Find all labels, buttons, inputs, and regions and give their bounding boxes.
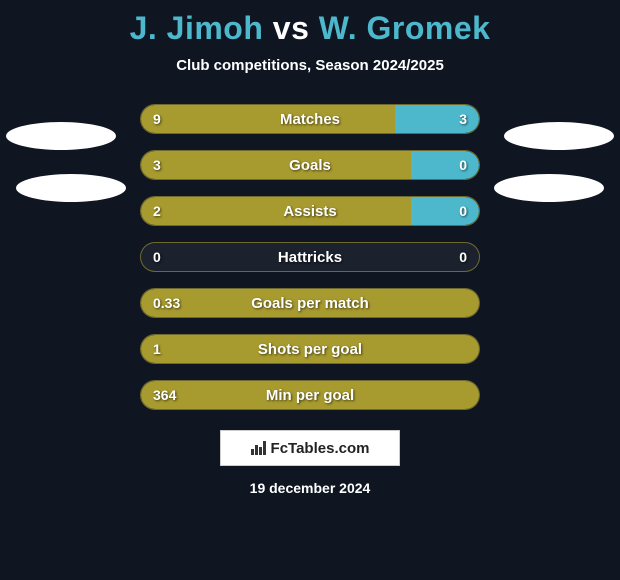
stat-bar: 3 0Goals [140,150,480,180]
stat-bar: 364Min per goal [140,380,480,410]
team-logo-left-1 [6,122,116,150]
stat-bar: 0.33Goals per match [140,288,480,318]
bar-value-right: 3 [459,105,467,133]
bar-value-left: 0 [153,243,161,271]
player1-name: J. Jimoh [130,10,264,46]
bars-icon [251,441,267,455]
subtitle: Club competitions, Season 2024/2025 [0,57,620,74]
bar-value-left: 1 [153,335,161,363]
bar-value-right: 0 [459,243,467,271]
date-text: 19 december 2024 [0,480,620,496]
player2-name: W. Gromek [319,10,491,46]
bar-label: Goals [141,151,479,179]
bar-value-left: 0.33 [153,289,180,317]
team-logo-right-1 [504,122,614,150]
bar-label: Shots per goal [141,335,479,363]
bar-label: Min per goal [141,381,479,409]
watermark-text: FcTables.com [271,440,370,457]
bar-value-right: 0 [459,197,467,225]
stat-bar: 0 0Hattricks [140,242,480,272]
stat-bar: 1Shots per goal [140,334,480,364]
bar-label: Assists [141,197,479,225]
team-logo-right-2 [494,174,604,202]
watermark: FcTables.com [220,430,400,466]
bar-value-left: 9 [153,105,161,133]
bar-label: Goals per match [141,289,479,317]
stat-bar: 9 3Matches [140,104,480,134]
bar-label: Matches [141,105,479,133]
bar-value-left: 2 [153,197,161,225]
bars-container: 93Matches30Goals20Assists00Hattricks0.33… [0,104,620,410]
bar-value-left: 364 [153,381,176,409]
vs-text: vs [273,10,310,46]
team-logo-left-2 [16,174,126,202]
bar-label: Hattricks [141,243,479,271]
bar-value-left: 3 [153,151,161,179]
bar-value-right: 0 [459,151,467,179]
stat-bar: 2 0Assists [140,196,480,226]
comparison-title: J. Jimoh vs W. Gromek [0,0,620,47]
